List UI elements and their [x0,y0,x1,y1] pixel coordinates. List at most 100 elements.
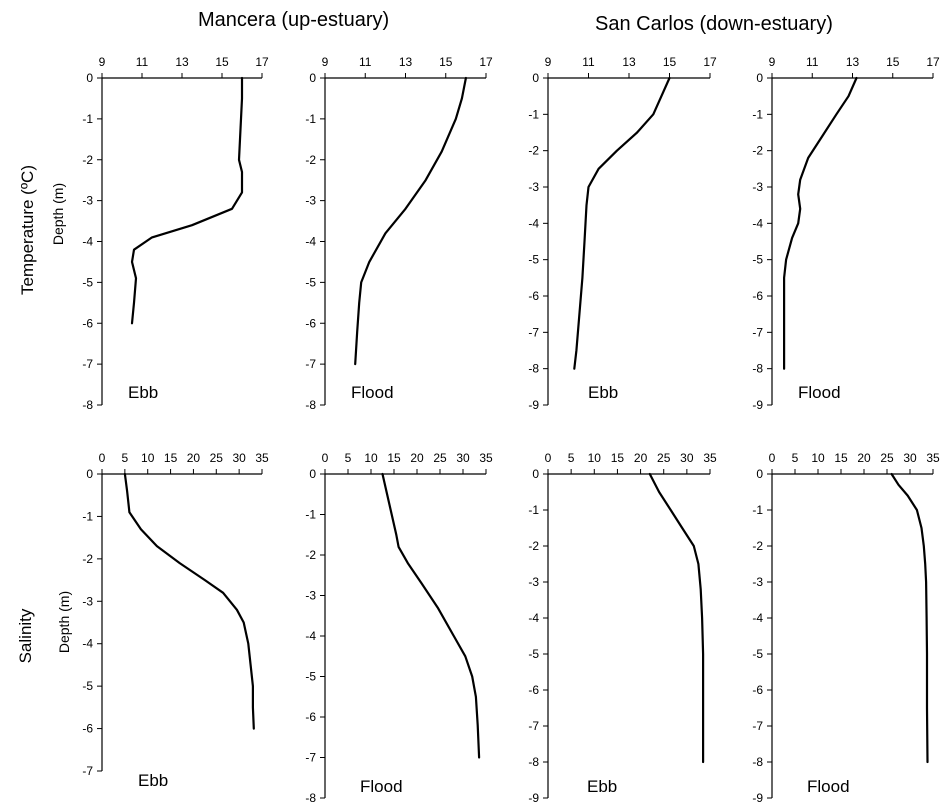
header-mancera: Mancera (up-estuary) [198,9,390,31]
y-tick-label: 0 [86,467,93,481]
x-tick-label: 25 [880,451,894,465]
x-tick-label: 25 [433,451,447,465]
x-tick-label: 10 [588,451,602,465]
y-tick-label: -9 [528,398,539,412]
panel-7: 0 5 10 15 20 25 30 35 0 -1 -2 -3 -4 -5 -6 -7 -8 -9 Ebb [528,451,717,805]
y-tick-label: -1 [752,503,763,517]
x-tick-label: 11 [359,55,372,69]
profile-line [123,472,255,730]
y-tick-label: -3 [528,180,539,194]
y-tick-label: -5 [752,253,763,267]
y-tick-label: 0 [532,71,539,85]
y-tick-label: -1 [528,107,539,121]
y-tick-label: -5 [528,253,539,267]
profile-line [890,472,929,764]
y-tick-label: -4 [305,629,316,643]
y-tick-label: -4 [528,216,539,230]
y-tick-label: -8 [752,362,763,376]
x-tick-label: 30 [903,451,917,465]
y-tick-label: -7 [752,719,763,733]
y-tick-label: -8 [305,791,316,805]
y-tick-label: -5 [305,670,316,684]
y-tick-label: -2 [82,552,93,566]
x-tick-label: 17 [926,55,940,69]
y-tick-label: -3 [305,194,316,208]
x-tick-label: 35 [926,451,940,465]
panel-3: 9 11 13 15 17 0 -1 -2 -3 -4 -5 -6 -7 -8 -9 Ebb [528,55,717,412]
y-tick-label: -8 [528,362,539,376]
profile-line [381,472,481,759]
y-tick-label: -5 [82,275,93,289]
y-tick-label: -2 [752,539,763,553]
profile-line [354,76,467,366]
x-tick-label: 15 [886,55,900,69]
y-tick-label: -2 [752,144,763,158]
y-tick-label: -5 [305,275,316,289]
y-tick-label: -1 [82,509,93,523]
y-tick-label: -6 [82,316,93,330]
x-tick-label: 15 [663,55,677,69]
y-tick-label: -6 [305,710,316,724]
x-tick-label: 20 [634,451,648,465]
y-tick-label: -6 [528,289,539,303]
x-tick-label: 25 [657,451,671,465]
y-tick-label: -1 [305,508,316,522]
y-tick-label: -1 [752,107,763,121]
y-tick-label: -3 [305,589,316,603]
x-tick-label: 35 [255,451,269,465]
y-tick-label: -1 [305,112,316,126]
panel-label-ebb: Ebb [588,383,618,402]
y-tick-label: 0 [309,467,316,481]
y-tick-label: -2 [305,153,316,167]
profile-line [648,472,705,764]
y-tick-label: -2 [528,144,539,158]
y-tick-label: -9 [528,791,539,805]
y-tick-label: -6 [528,683,539,697]
profile-line [782,76,858,370]
y-tick-label: -3 [528,575,539,589]
x-tick-label: 5 [122,451,129,465]
x-tick-label: 0 [322,451,329,465]
x-tick-label: 5 [568,451,575,465]
x-tick-label: 11 [582,55,595,69]
y-tick-label: -9 [752,791,763,805]
x-tick-label: 15 [387,451,401,465]
x-tick-label: 35 [479,451,493,465]
y-tick-label: -2 [82,153,93,167]
panel-6: 0 5 10 15 20 25 30 35 0 -1 -2 -3 -4 -5 -6 -7 -8 Flood [305,451,493,805]
y-tick-label: -7 [528,325,539,339]
x-tick-label: 9 [545,55,552,69]
x-tick-label: 13 [622,55,636,69]
y-tick-label: 0 [756,467,763,481]
y-tick-label: 0 [756,71,763,85]
y-tick-label: -1 [528,503,539,517]
y-tick-label: -3 [752,180,763,194]
y-tick-label: -7 [528,719,539,733]
x-tick-label: 9 [769,55,776,69]
profile-line [130,76,244,325]
x-tick-label: 10 [811,451,825,465]
x-tick-label: 11 [136,55,149,69]
panel-label-flood: Flood [798,383,841,402]
y-tick-label: -6 [305,316,316,330]
x-tick-label: 0 [99,451,106,465]
x-tick-label: 20 [187,451,201,465]
x-tick-label: 5 [792,451,799,465]
panel-2: 9 11 13 15 17 0 -1 -2 -3 -4 -5 -6 -7 -8 Flood [305,55,493,412]
y-tick-label: -8 [305,398,316,412]
y-tick-label: -1 [82,112,93,126]
x-tick-label: 15 [215,55,229,69]
profile-line [573,76,671,370]
x-tick-label: 35 [703,451,717,465]
y-tick-label: -6 [752,289,763,303]
panel-label-ebb: Ebb [138,771,168,790]
x-tick-label: 5 [345,451,352,465]
y-tick-label: -7 [82,764,93,778]
panel-label-flood: Flood [807,777,850,796]
panel-4: 9 11 13 15 17 0 -1 -2 -3 -4 -5 -6 -7 -8 -9 Flood [752,55,940,412]
x-tick-label: 13 [175,55,189,69]
x-tick-label: 11 [806,55,819,69]
x-tick-label: 0 [545,451,552,465]
header-san-carlos: San Carlos (down-estuary) [595,13,833,35]
y-tick-label: -7 [305,751,316,765]
